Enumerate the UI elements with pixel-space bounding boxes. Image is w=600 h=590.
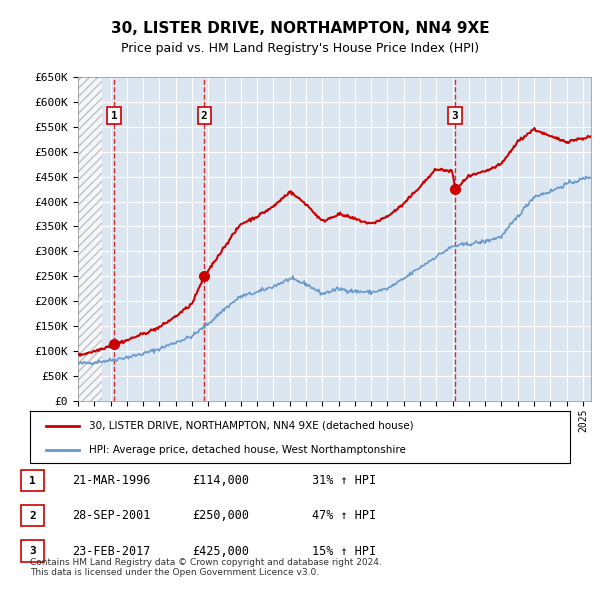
Text: 1: 1 (29, 476, 36, 486)
Text: 2: 2 (29, 511, 36, 520)
Text: £425,000: £425,000 (192, 545, 249, 558)
Text: 28-SEP-2001: 28-SEP-2001 (72, 509, 151, 522)
Text: 30, LISTER DRIVE, NORTHAMPTON, NN4 9XE: 30, LISTER DRIVE, NORTHAMPTON, NN4 9XE (110, 21, 490, 35)
Text: 31% ↑ HPI: 31% ↑ HPI (312, 474, 376, 487)
Text: £114,000: £114,000 (192, 474, 249, 487)
Text: HPI: Average price, detached house, West Northamptonshire: HPI: Average price, detached house, West… (89, 445, 406, 455)
Text: 1: 1 (111, 111, 118, 120)
Text: Contains HM Land Registry data © Crown copyright and database right 2024.
This d: Contains HM Land Registry data © Crown c… (30, 558, 382, 577)
Text: 3: 3 (29, 546, 36, 556)
Text: 23-FEB-2017: 23-FEB-2017 (72, 545, 151, 558)
Text: 2: 2 (201, 111, 208, 120)
Text: 47% ↑ HPI: 47% ↑ HPI (312, 509, 376, 522)
Text: 30, LISTER DRIVE, NORTHAMPTON, NN4 9XE (detached house): 30, LISTER DRIVE, NORTHAMPTON, NN4 9XE (… (89, 421, 414, 431)
Text: £250,000: £250,000 (192, 509, 249, 522)
Text: 3: 3 (452, 111, 458, 120)
Text: 15% ↑ HPI: 15% ↑ HPI (312, 545, 376, 558)
Text: 21-MAR-1996: 21-MAR-1996 (72, 474, 151, 487)
Text: Price paid vs. HM Land Registry's House Price Index (HPI): Price paid vs. HM Land Registry's House … (121, 42, 479, 55)
